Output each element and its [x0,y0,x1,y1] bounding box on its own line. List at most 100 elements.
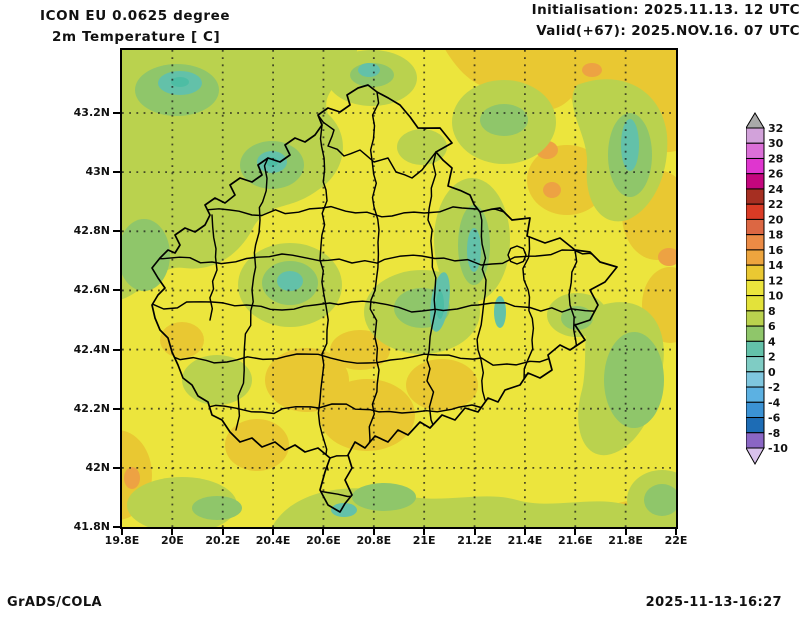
colorbar-segment [745,249,765,266]
model-title: ICON EU 0.0625 degree [40,8,231,24]
lon-tick-label: 21.4E [507,534,543,547]
field-orange-14-16c [543,182,561,198]
field-orange-14-16c [582,63,602,77]
colorbar-segment [745,417,765,434]
colorbar-segment [745,295,765,312]
lat-tick-label: 43N [85,165,110,179]
colorbar-level-label: 22 [768,198,783,211]
colorbar-above-max-arrow [745,112,765,129]
municipality-border-line [568,249,578,351]
grads-credit: GrADS/COLA [7,595,102,610]
municipality-border-line [426,151,437,431]
colorbar-segment [745,218,765,236]
lat-tick-mark [113,525,122,528]
lat-tick-label: 42.8N [73,224,110,238]
kosovo-outer-border [151,84,618,513]
valid-time: Valid(+67): 2025.NOV.16. 07 UTC [536,23,800,39]
lat-tick-mark [113,112,122,114]
lon-tick-mark [574,529,577,535]
lat-tick-mark [113,466,122,469]
lon-tick-mark [322,529,325,535]
field-green-4-6c [561,306,593,330]
colorbar-segment [745,356,765,373]
lon-tick-mark [624,529,627,535]
colorbar-level-label: 24 [768,183,784,196]
field-green-4-6c [480,104,528,136]
field-teal-2-4c [277,271,303,291]
municipality-border-line [209,214,218,321]
lat-tick-mark [113,230,122,233]
colorbar-level-label: -6 [768,412,781,425]
lon-tick-label: 20.2E [205,534,241,547]
colorbar-level-label: 4 [768,335,776,348]
colorbar-segment [745,371,765,388]
variable-title: 2m Temperature [ C] [52,29,221,45]
temperature-colorbar: 32 30 28 26 24 22 20 18 16 14 12 10 8 6 4 2 0 -2 -4 -6 -8 -10 [745,112,796,472]
lat-tick-mark [113,171,122,174]
lon-tick-mark [121,529,123,535]
municipality-border-line [156,353,617,366]
lon-tick-label: 19.8E [104,534,140,547]
lat-tick-label: 42N [85,460,110,474]
lon-tick-label: 20E [160,534,184,547]
lat-tick-label: 42.2N [73,401,110,415]
colorbar-below-min-arrow [745,447,765,466]
lon-tick-mark [221,529,224,535]
field-teal-2-4c [467,228,481,272]
municipality-border-line [317,114,437,179]
field-orange-14-16c [124,467,140,489]
municipality-border-line [152,249,617,266]
colorbar-level-label: 16 [768,244,784,257]
lon-tick-mark [423,529,426,535]
colorbar-segment [745,234,765,251]
field-teal-0-2c [436,291,444,319]
colorbar-level-label: 26 [768,168,784,181]
field-green-4-6c [604,332,664,428]
colorbar-level-label: 30 [768,137,784,150]
municipality-border-line [476,211,487,401]
lat-tick-mark [113,348,122,351]
lat-tick-label: 42.6N [73,283,110,297]
temperature-field-map [122,50,676,527]
lat-tick-label: 42.4N [73,342,110,356]
municipality-border-line [152,300,617,313]
colorbar-segment [745,188,765,205]
field-teal-2-4c [494,296,506,328]
lon-tick-mark [523,529,526,535]
municipality-border-line [235,157,269,431]
temperature-map-panel [120,48,678,529]
lat-tick-mark [113,407,122,410]
field-green-4-6c [122,219,170,291]
colorbar-segment [745,173,765,190]
lon-tick-label: 22E [664,534,688,547]
colorbar-level-label: 20 [768,213,784,226]
field-amber-12-14c [319,379,415,451]
colorbar-level-label: 28 [768,153,783,166]
run-info: Initialisation: 2025.11.13. 12 UTC Valid… [0,0,800,42]
colorbar-level-label: 32 [768,122,783,135]
lon-tick-mark [675,529,677,535]
colorbar-level-label: 0 [768,366,776,379]
colorbar-segment [745,401,765,419]
colorbar-level-label: 18 [768,229,783,242]
municipality-border-line [317,124,329,471]
lon-tick-label: 20.4E [255,534,291,547]
lon-tick-label: 20.8E [356,534,392,547]
colorbar-segment [745,157,765,175]
colorbar-level-label: 10 [768,290,784,303]
colorbar-segment [745,203,765,220]
municipality-border-line [181,205,523,218]
field-orange-14-16c [658,248,676,266]
colorbar-level-label: -8 [768,427,780,440]
lon-tick-label: 20.6E [306,534,341,547]
field-green-4-6c [644,484,676,516]
field-green-4-6c [192,496,242,520]
creation-timestamp: 2025-11-13-16:27 [645,595,782,610]
lon-tick-mark [171,529,174,535]
field-green-6-8c [182,355,252,405]
colorbar-level-label: 12 [768,274,783,287]
colorbar-level-label: 6 [768,320,776,333]
municipality-border-line [522,217,535,381]
field-teal-0-2c [171,77,189,87]
